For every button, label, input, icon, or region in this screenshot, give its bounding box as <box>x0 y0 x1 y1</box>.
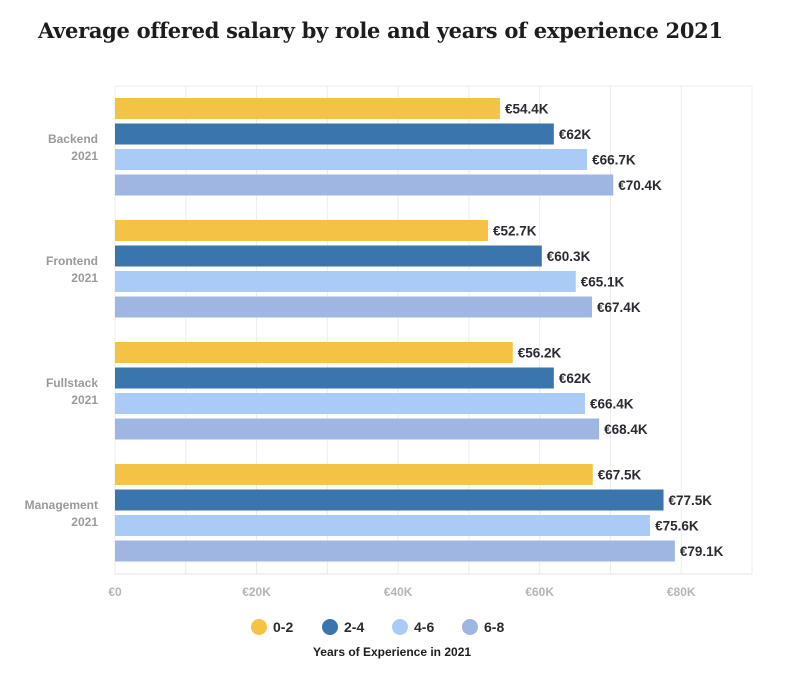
x-tick-label: €40K <box>384 585 413 599</box>
category-label: Backend <box>48 132 98 146</box>
data-label: €56.2K <box>518 346 562 361</box>
bar-4-6-fullstack <box>115 393 585 414</box>
legend-label: 2-4 <box>344 619 364 635</box>
bar-2-4-frontend <box>115 245 542 267</box>
legend-marker-0-2 <box>251 619 267 635</box>
legend-label: 4-6 <box>414 619 434 635</box>
bar-2-4-backend <box>115 123 554 145</box>
legend-label: 6-8 <box>484 619 504 635</box>
data-label: €52.7K <box>493 224 537 239</box>
legend-label: 0-2 <box>273 619 293 635</box>
bar-0-2-fullstack <box>115 342 513 363</box>
bar-0-2-management <box>115 464 593 485</box>
data-label: €68.4K <box>604 422 648 437</box>
category-year-label: 2021 <box>71 271 98 285</box>
legend-title: Years of Experience in 2021 <box>313 645 471 659</box>
bar-4-6-backend <box>115 149 588 170</box>
data-label: €79.1K <box>680 544 724 559</box>
category-year-label: 2021 <box>71 515 98 529</box>
category-year-label: 2021 <box>71 149 98 163</box>
bar-4-6-frontend <box>115 271 576 292</box>
bar-2-4-management <box>115 489 664 511</box>
bar-0-2-frontend <box>115 220 488 241</box>
x-tick-label: €80K <box>667 585 696 599</box>
category-year-label: 2021 <box>71 393 98 407</box>
data-label: €54.4K <box>505 102 549 117</box>
chart-title: Average offered salary by role and years… <box>38 18 723 43</box>
bar-2-4-fullstack <box>115 367 554 389</box>
bar-4-6-management <box>115 515 651 536</box>
category-label: Management <box>25 498 98 512</box>
data-label: €67.5K <box>598 468 642 483</box>
data-label: €62K <box>559 127 592 142</box>
bar-6-8-management <box>115 540 675 562</box>
data-label: €75.6K <box>655 519 699 534</box>
data-label: €70.4K <box>618 178 662 193</box>
category-label: Frontend <box>46 254 98 268</box>
legend-marker-4-6 <box>392 619 408 635</box>
data-label: €65.1K <box>581 275 625 290</box>
bar-6-8-frontend <box>115 296 593 318</box>
x-tick-label: €0 <box>108 585 122 599</box>
data-label: €62K <box>559 371 592 386</box>
data-label: €66.4K <box>590 397 634 412</box>
data-label: €60.3K <box>547 249 591 264</box>
x-tick-label: €60K <box>525 585 554 599</box>
x-tick-label: €20K <box>242 585 271 599</box>
bar-0-2-backend <box>115 98 501 119</box>
legend-marker-2-4 <box>322 619 338 635</box>
data-label: €77.5K <box>669 493 713 508</box>
bar-6-8-backend <box>115 174 614 196</box>
data-label: €66.7K <box>592 153 636 168</box>
bar-6-8-fullstack <box>115 418 600 440</box>
data-label: €67.4K <box>597 300 641 315</box>
category-label: Fullstack <box>46 376 98 390</box>
legend-marker-6-8 <box>462 619 478 635</box>
